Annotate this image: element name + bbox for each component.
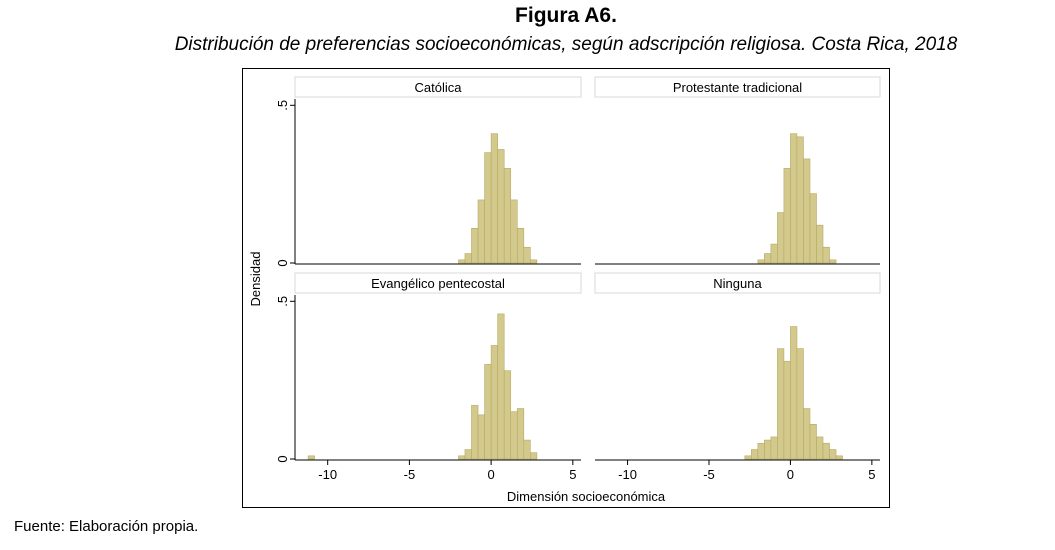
x-tick-label: -10	[318, 467, 337, 482]
histogram-bar	[523, 246, 531, 264]
x-axis-title: Dimensión socioeconómica	[507, 489, 666, 504]
histogram-bar	[803, 158, 811, 264]
panel-title: Evangélico pentecostal	[371, 276, 505, 291]
x-tick-label: 5	[569, 467, 576, 482]
y-tick-label: 0	[275, 259, 290, 266]
histogram-bar	[477, 414, 485, 460]
figure-source: Fuente: Elaboración propia.	[14, 518, 199, 535]
histogram-bar	[490, 345, 498, 460]
histogram-bar	[497, 313, 505, 460]
panel-header-0	[294, 76, 582, 98]
histogram-bar	[503, 370, 512, 460]
histogram-bar	[744, 455, 752, 460]
histogram-bar	[484, 364, 492, 460]
histogram-bar	[796, 348, 804, 460]
x-tick-label: -5	[703, 467, 715, 482]
x-tick-label: 0	[487, 467, 494, 482]
histogram-bar	[464, 449, 472, 460]
x-tick-label: -10	[618, 467, 637, 482]
y-tick-label: .5	[275, 296, 290, 307]
histogram-bar	[516, 408, 525, 460]
histogram-bar	[523, 439, 531, 460]
histogram-bar	[510, 199, 518, 264]
histogram-bar	[497, 149, 505, 264]
histogram-bar	[829, 449, 837, 460]
y-tick-label: .5	[275, 100, 290, 111]
histogram-bar	[530, 259, 538, 264]
figure-title: Figura A6.	[515, 4, 617, 27]
histogram-bar	[803, 408, 811, 460]
histogram-grid: Católica 0 .5 Protestante tradicional Evangé…	[248, 76, 881, 504]
histogram-bar	[796, 136, 804, 264]
histogram-bar	[835, 455, 843, 460]
histogram-bar	[471, 228, 479, 264]
histogram-bar	[503, 168, 512, 264]
histogram-bar	[464, 253, 472, 264]
histogram-bar	[458, 259, 466, 264]
histogram-bar	[770, 436, 778, 460]
y-axis-title: Densidad	[248, 252, 263, 307]
histogram-bar	[477, 199, 485, 264]
histogram-bar	[307, 455, 315, 460]
histogram-bar	[790, 326, 798, 460]
chart-frame: Católica 0 .5 Protestante tradicional Evangé…	[242, 68, 890, 508]
histogram-bar	[510, 411, 518, 460]
histogram-bar	[484, 152, 492, 264]
histogram-bar	[751, 449, 759, 460]
x-tick-label: 0	[787, 467, 794, 482]
histogram-bar	[770, 243, 778, 264]
histogram-bar	[783, 168, 791, 264]
panel-title: Católica	[415, 80, 463, 95]
histogram-bar	[530, 452, 538, 460]
panel-title: Protestante tradicional	[673, 80, 802, 95]
histogram-bar	[829, 259, 837, 264]
histogram-bar	[822, 442, 830, 460]
y-tick-label: 0	[275, 455, 290, 462]
panel-header-3	[594, 272, 881, 294]
x-tick-label: -5	[404, 467, 416, 482]
histogram-bar	[809, 193, 817, 264]
histogram-bar	[783, 360, 791, 460]
histogram-bar	[816, 224, 824, 264]
histogram-bar	[471, 405, 479, 460]
x-tick-label: 5	[868, 467, 875, 482]
histogram-bar	[757, 259, 765, 264]
histogram-bar	[764, 253, 772, 264]
histogram-bar	[777, 212, 785, 264]
histogram-bar	[816, 436, 824, 460]
histogram-bar	[516, 228, 525, 264]
figure-subtitle: Distribución de preferencias socioeconóm…	[174, 34, 958, 55]
histogram-bar	[822, 246, 830, 264]
histogram-bar	[777, 348, 785, 460]
histogram-bar	[458, 455, 466, 460]
panel-header-2	[294, 272, 582, 294]
panel-title: Ninguna	[713, 276, 762, 291]
histogram-bar	[490, 133, 498, 264]
histogram-bar	[790, 133, 798, 264]
histogram-bar	[809, 424, 817, 460]
histogram-bar	[764, 439, 772, 460]
histogram-bar	[757, 442, 765, 460]
panel-header-1	[594, 76, 881, 98]
